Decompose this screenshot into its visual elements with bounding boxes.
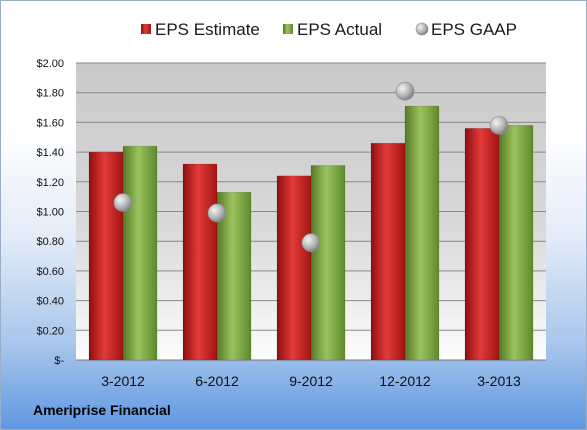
y-tick-label: $1.40 [36,147,64,159]
y-tick-label: $1.20 [36,177,64,189]
legend-swatch [141,24,151,34]
x-tick-label: 12-2012 [379,373,431,389]
bar [404,105,440,361]
legend-label: EPS Estimate [155,20,260,39]
company-name: Ameriprise Financial [33,402,171,418]
bar [498,125,534,361]
y-tick-label: $0.40 [36,296,64,308]
gaap-marker [301,233,321,252]
y-tick-label: $0.80 [36,236,64,248]
bar [88,151,124,361]
bar [464,128,500,361]
legend-marker [415,22,429,36]
x-tick-label: 6-2012 [195,373,239,389]
bar [310,165,346,361]
x-tick-label: 3-2013 [477,373,521,389]
legend-label: EPS GAAP [431,20,517,39]
gaap-marker [113,193,133,212]
gaap-marker [489,116,509,135]
gaap-marker [395,81,415,101]
legend-swatch [283,24,293,34]
gaap-marker [207,203,227,223]
bar [122,145,158,361]
y-tick-label: $2.00 [36,58,64,70]
y-tick-label: $1.80 [36,88,64,100]
x-tick-label: 3-2012 [101,373,145,389]
y-tick-label: $- [54,355,64,367]
legend-label: EPS Actual [297,20,382,39]
bar [182,163,218,361]
bar [276,175,312,361]
x-tick-label: 9-2012 [289,373,333,389]
y-tick-label: $0.20 [36,325,64,337]
bar [216,191,252,361]
y-tick-label: $1.00 [36,207,64,219]
y-tick-label: $0.60 [36,266,64,278]
y-tick-label: $1.60 [36,117,64,129]
bar [370,142,406,361]
